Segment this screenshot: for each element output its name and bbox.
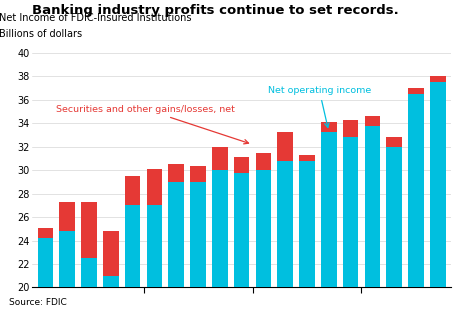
- Bar: [38, 228, 53, 238]
- Bar: [278, 161, 293, 287]
- Bar: [212, 170, 228, 287]
- Bar: [168, 164, 184, 182]
- Bar: [103, 276, 119, 287]
- Bar: [190, 166, 206, 182]
- Bar: [103, 231, 119, 276]
- Bar: [278, 131, 293, 161]
- Bar: [125, 176, 141, 206]
- Bar: [343, 137, 359, 287]
- Bar: [125, 206, 141, 287]
- Bar: [321, 131, 337, 287]
- Bar: [364, 126, 380, 287]
- Bar: [147, 206, 162, 287]
- Bar: [234, 173, 249, 287]
- Bar: [408, 88, 424, 94]
- Bar: [212, 147, 228, 170]
- Text: Source: FDIC: Source: FDIC: [9, 298, 67, 307]
- Bar: [60, 231, 75, 287]
- Bar: [38, 238, 53, 287]
- Bar: [364, 116, 380, 126]
- Bar: [430, 77, 445, 82]
- Text: Net operating income: Net operating income: [268, 86, 371, 127]
- Text: Billions of dollars: Billions of dollars: [0, 29, 82, 39]
- Bar: [256, 153, 271, 170]
- Bar: [147, 169, 162, 206]
- Text: Securities and other gains/losses, net: Securities and other gains/losses, net: [56, 105, 248, 144]
- Bar: [430, 82, 445, 287]
- Bar: [386, 147, 402, 287]
- Bar: [299, 161, 315, 287]
- Bar: [408, 94, 424, 287]
- Bar: [299, 155, 315, 161]
- Bar: [190, 182, 206, 287]
- Bar: [60, 202, 75, 231]
- Bar: [256, 170, 271, 287]
- Bar: [81, 202, 97, 258]
- Bar: [343, 120, 359, 137]
- Bar: [168, 182, 184, 287]
- Bar: [234, 157, 249, 173]
- Bar: [321, 122, 337, 131]
- Bar: [81, 258, 97, 287]
- Bar: [386, 137, 402, 147]
- Text: Net Income of FDIC-Insured Institutions: Net Income of FDIC-Insured Institutions: [0, 13, 192, 23]
- Text: Banking industry profits continue to set records.: Banking industry profits continue to set…: [32, 4, 399, 17]
